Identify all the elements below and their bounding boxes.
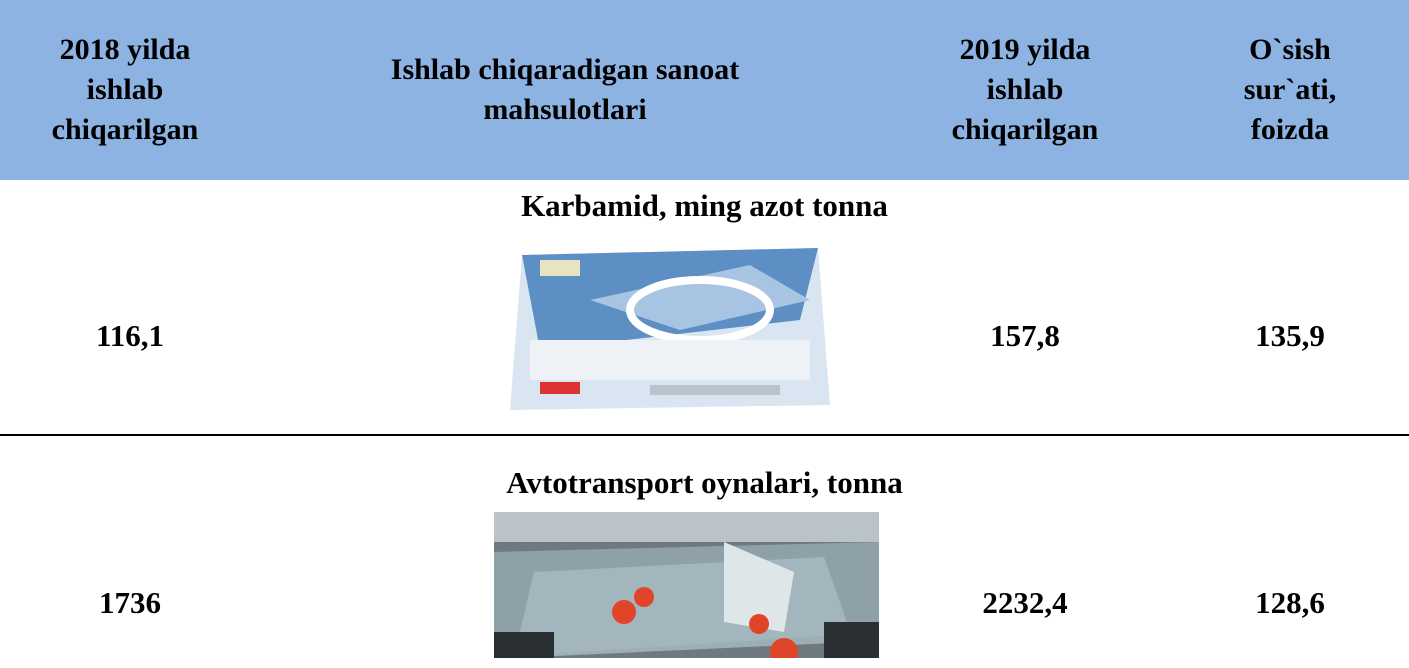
header-cell: 2018 yilda ishlab chiqarilgan (51, 33, 199, 146)
product-image (494, 512, 879, 658)
header-cell: 2019 yilda ishlab chiqarilgan (951, 33, 1099, 146)
value-growth: 128,6 (1255, 585, 1325, 620)
section-title: Avtotransport oynalari, tonna (506, 465, 903, 500)
header-cell: Ishlab chiqaradigan sanoat mahsulotlari (390, 53, 740, 126)
value-growth: 135,9 (1255, 318, 1325, 353)
row-divider (0, 434, 1409, 436)
value-2018: 1736 (99, 585, 161, 620)
value-2018: 116,1 (95, 318, 165, 353)
header-cell: O`sish sur`ati, foizda (1243, 33, 1337, 146)
header-row: 2018 yilda ishlab chiqarilgan Ishlab chi… (0, 0, 1409, 180)
product-image (510, 248, 830, 410)
section-title: Karbamid, ming azot tonna (521, 188, 888, 223)
value-2019: 157,8 (990, 318, 1060, 353)
value-2019: 2232,4 (982, 585, 1068, 620)
